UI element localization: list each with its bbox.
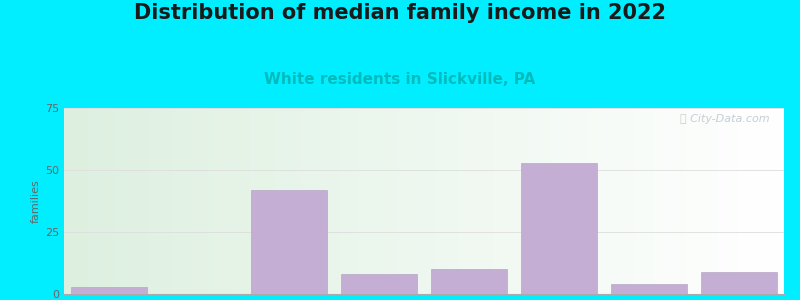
Bar [610, 284, 687, 294]
Bar [430, 269, 507, 294]
Bar [341, 274, 418, 294]
Bar [250, 190, 327, 294]
Text: Distribution of median family income in 2022: Distribution of median family income in … [134, 3, 666, 23]
Bar [701, 272, 778, 294]
Bar [521, 163, 598, 294]
Text: White residents in Slickville, PA: White residents in Slickville, PA [264, 72, 536, 87]
Bar [70, 286, 147, 294]
Y-axis label: families: families [31, 179, 41, 223]
Text: ⓘ City-Data.com: ⓘ City-Data.com [680, 114, 770, 124]
